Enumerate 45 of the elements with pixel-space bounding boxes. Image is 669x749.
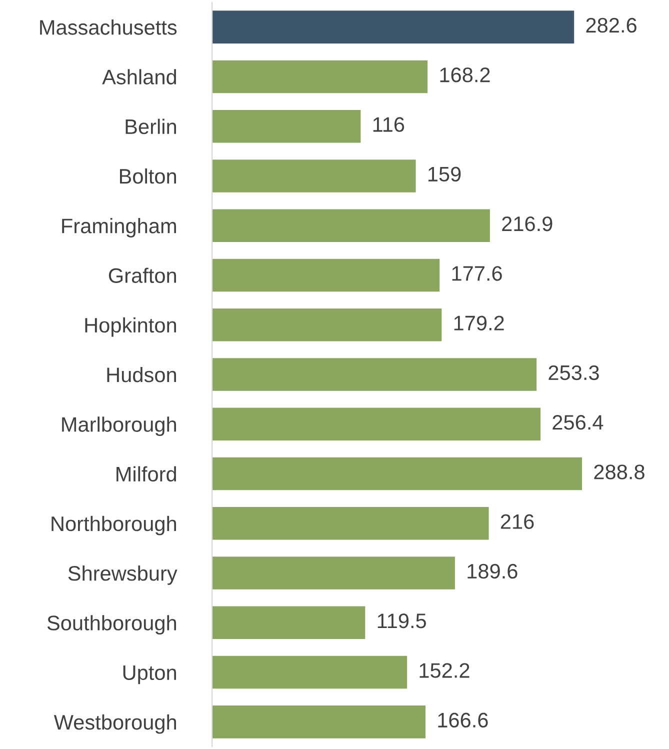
y-tick-label: Bolton <box>120 168 176 184</box>
data-label: 189.6 <box>468 564 518 579</box>
bar <box>212 656 408 689</box>
bar <box>212 110 361 143</box>
data-label: 288.8 <box>594 464 644 480</box>
data-label: 119.5 <box>378 614 426 628</box>
bar <box>212 258 440 292</box>
bar <box>212 507 489 540</box>
y-tick-label: Marlborough <box>62 416 176 436</box>
data-label: 179.2 <box>454 316 504 330</box>
bar <box>212 60 428 94</box>
y-tick-label: Southborough <box>47 615 176 635</box>
data-label: 216 <box>500 514 534 529</box>
y-tick-label: Hudson <box>107 366 176 382</box>
bar <box>212 457 582 490</box>
data-label: 152.2 <box>420 663 470 678</box>
data-label: 168.2 <box>440 68 490 82</box>
y-tick-label: Hopkinton <box>85 317 176 337</box>
data-label: 253.3 <box>548 365 599 380</box>
bar <box>212 10 574 44</box>
y-tick-label: Massachusetts <box>40 20 177 35</box>
data-label: 256.4 <box>552 414 604 430</box>
bar <box>212 606 366 640</box>
data-label: 216.9 <box>502 216 552 232</box>
data-label: 177.6 <box>452 266 502 281</box>
y-tick-label: Berlin <box>126 118 176 134</box>
data-label: 166.6 <box>438 712 488 728</box>
data-label: 116 <box>373 117 404 132</box>
y-tick-label: Ashland <box>102 69 176 84</box>
bar <box>212 706 426 738</box>
bar <box>212 408 541 441</box>
bar <box>212 308 442 342</box>
y-tick-label: Northborough <box>52 516 176 536</box>
y-tick-label: Grafton <box>108 268 176 283</box>
bar <box>212 160 416 192</box>
bar <box>212 209 490 242</box>
data-label: 282.6 <box>586 18 636 33</box>
bar <box>212 358 537 391</box>
y-tick-label: Milford <box>116 466 176 482</box>
y-tick-label: Framingham <box>62 218 176 238</box>
bar <box>212 556 455 590</box>
y-tick-label: Shrewsbury <box>68 565 178 585</box>
y-tick-label: Upton <box>123 666 176 684</box>
data-label: 159 <box>428 166 461 182</box>
y-tick-label: Westborough <box>54 714 176 734</box>
